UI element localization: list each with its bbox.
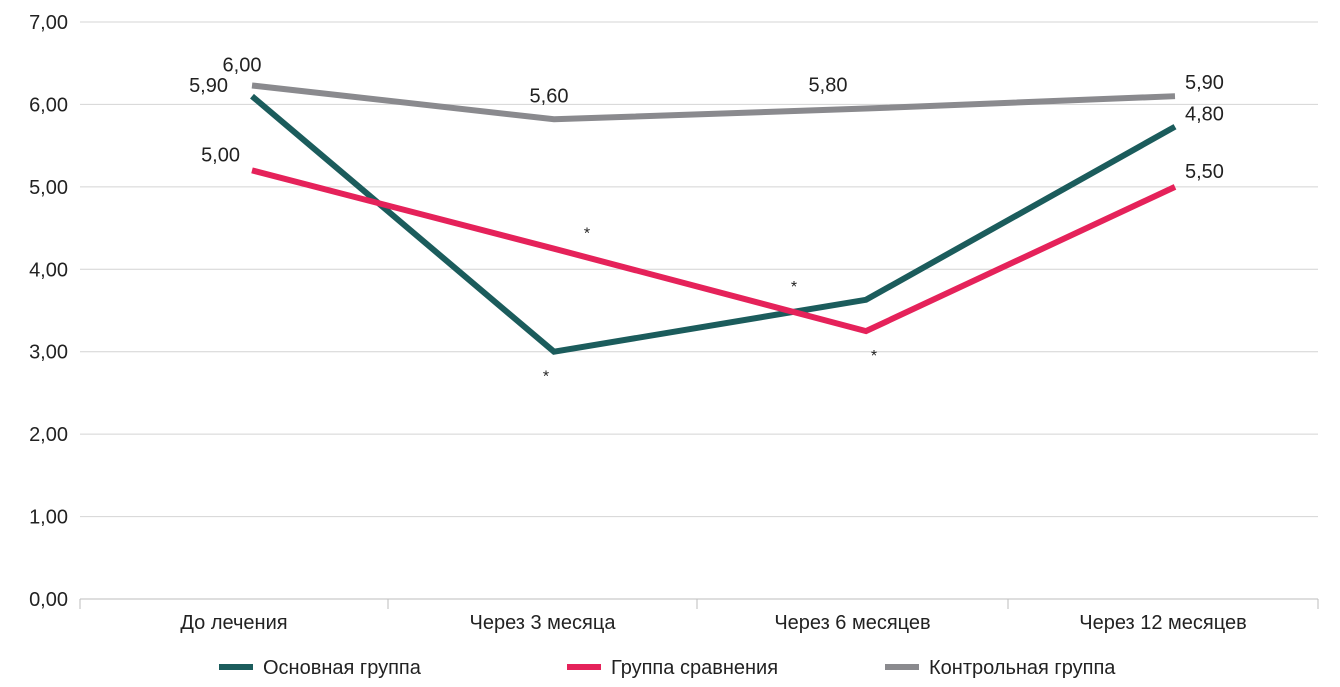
data-label: 5,00: [201, 144, 240, 166]
x-category-label: Через 12 месяцев: [1079, 612, 1246, 634]
data-label: 5,90: [189, 75, 228, 97]
series-line-1: [250, 93, 1177, 355]
data-label: 6,00: [223, 54, 262, 76]
y-tick-label: 3,00: [29, 342, 68, 364]
y-tick-label: 2,00: [29, 424, 68, 446]
legend-label: Основная группа: [263, 657, 422, 679]
y-tick-label: 0,00: [29, 589, 68, 611]
legend-label: Группа сравнения: [611, 657, 778, 679]
data-label: 5,90: [1185, 72, 1224, 94]
significance-marker: *: [584, 226, 590, 243]
y-tick-label: 4,00: [29, 259, 68, 281]
significance-marker: *: [543, 369, 549, 386]
x-category-label: До лечения: [180, 612, 287, 634]
x-category-label: Через 3 месяца: [470, 612, 617, 634]
data-label: 5,50: [1185, 161, 1224, 183]
y-tick-label: 6,00: [29, 94, 68, 116]
series-line-2: [251, 167, 1177, 335]
legend-label: Контрольная группа: [929, 657, 1116, 679]
data-label: 4,80: [1185, 104, 1224, 126]
y-tick-label: 5,00: [29, 177, 68, 199]
y-tick-label: 1,00: [29, 507, 68, 529]
y-tick-label: 7,00: [29, 12, 68, 34]
data-label: 5,80: [809, 75, 848, 97]
x-category-label: Через 6 месяцев: [774, 612, 930, 634]
series-line-3: [251, 82, 1176, 123]
significance-marker: *: [871, 348, 877, 365]
significance-marker: *: [791, 279, 797, 296]
data-label: 5,60: [530, 85, 569, 107]
